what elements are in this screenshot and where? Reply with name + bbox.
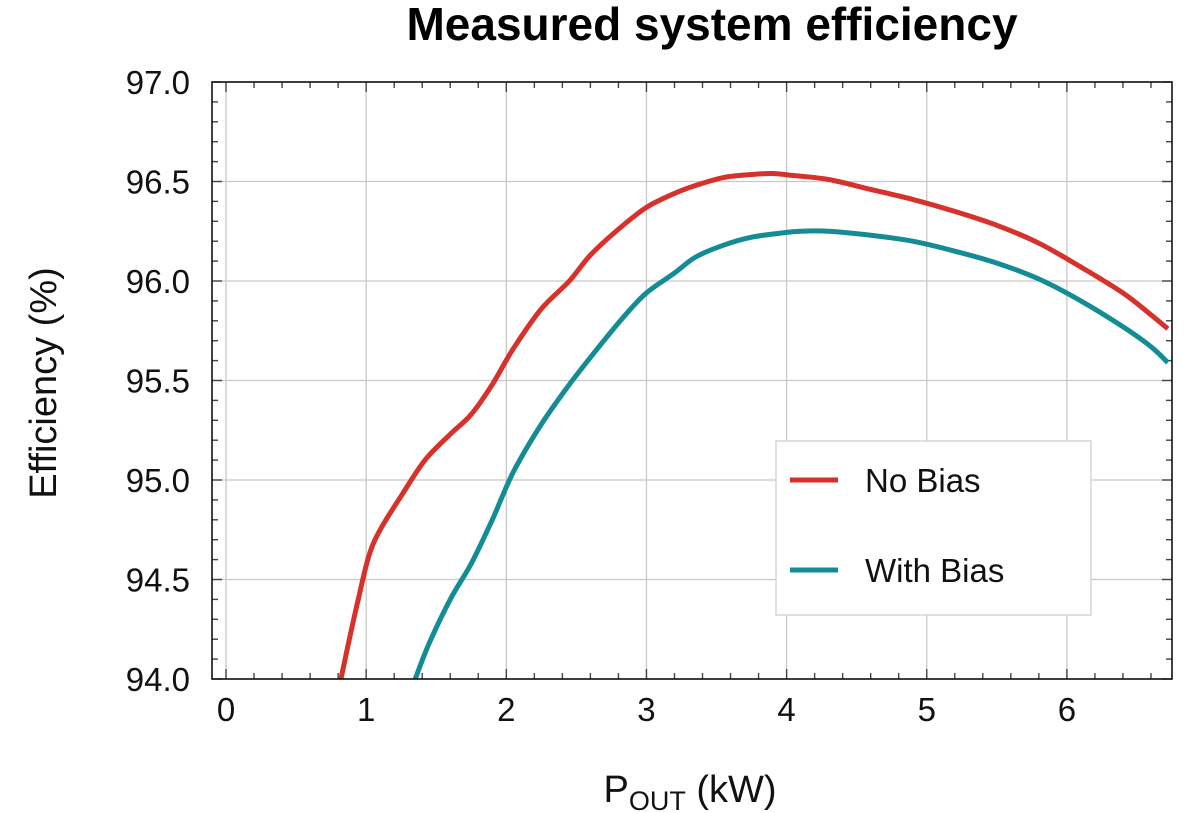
legend-label-with-bias: With Bias: [865, 552, 1004, 589]
x-tick-label: 3: [637, 691, 655, 728]
y-axis-label: Efficiency (%): [23, 267, 65, 499]
x-axis-label: POUT (kW): [603, 769, 776, 813]
y-tick-label: 94.0: [126, 661, 190, 698]
plot-frame: [211, 81, 1173, 680]
chart-title: Measured system efficiency: [406, 0, 1017, 50]
x-tick-label: 5: [918, 691, 936, 728]
y-tick-labels: 94.0 94.5 95.0 95.5 96.0 96.5 97.0: [126, 64, 190, 698]
y-tick-label: 96.0: [126, 263, 190, 300]
x-tick-labels: 0 1 2 3 4 5 6: [217, 691, 1076, 728]
series-lines: [338, 171, 1170, 680]
x-tick-label: 1: [357, 691, 375, 728]
series-line-with-bias: [412, 228, 1170, 680]
x-tick-label: 2: [497, 691, 515, 728]
y-tick-label: 95.0: [126, 462, 190, 499]
y-tick-label: 97.0: [126, 64, 190, 101]
y-tick-label: 96.5: [126, 164, 190, 201]
x-tick-label: 4: [777, 691, 795, 728]
x-tick-label: 0: [217, 691, 235, 728]
legend-box: [775, 440, 1092, 616]
y-tick-label: 94.5: [126, 562, 190, 599]
legend-label-no-bias: No Bias: [865, 462, 981, 499]
legend: No Bias With Bias: [775, 440, 1092, 616]
series-line-no-bias: [338, 171, 1170, 680]
x-tick-label: 6: [1058, 691, 1076, 728]
y-tick-label: 95.5: [126, 363, 190, 400]
